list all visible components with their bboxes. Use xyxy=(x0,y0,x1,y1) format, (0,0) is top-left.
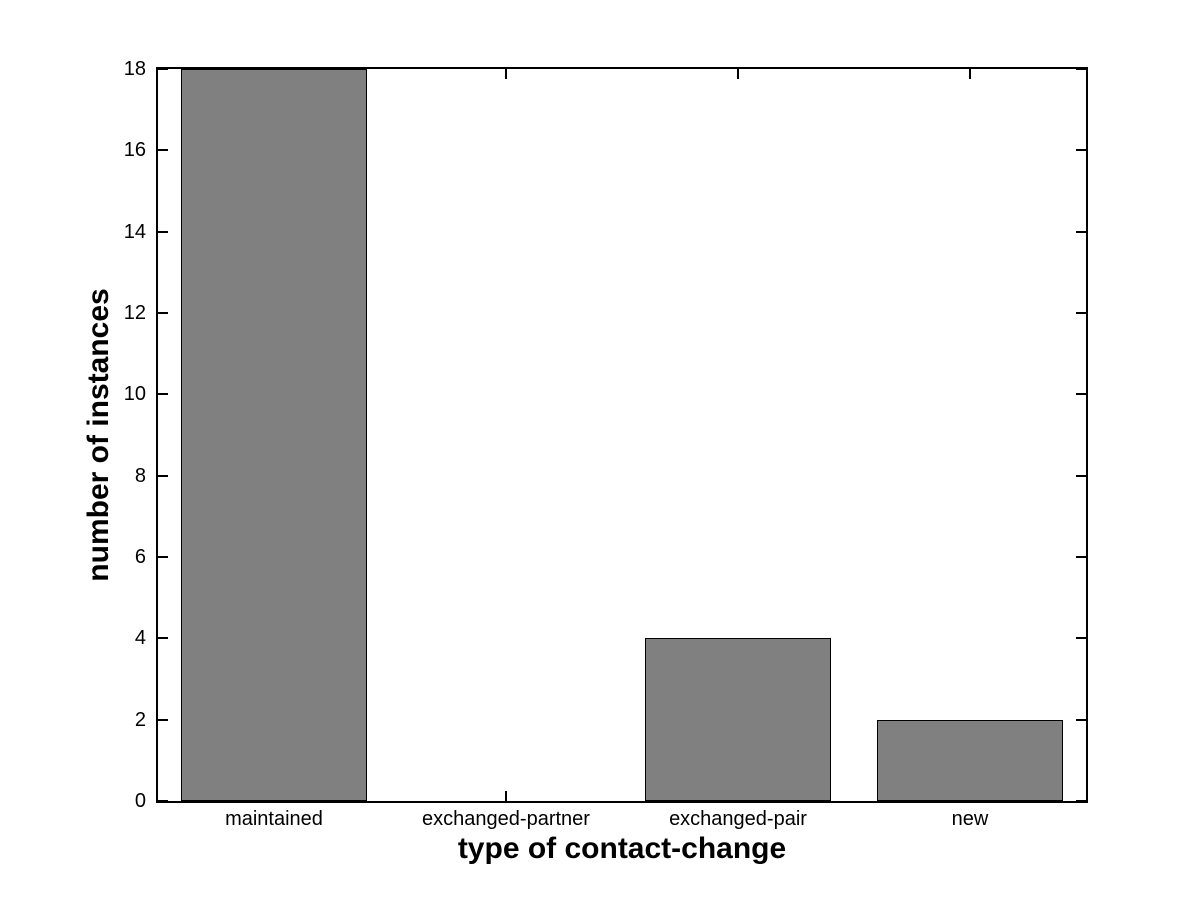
y-tick-mark-left xyxy=(158,556,168,558)
x-tick-label: exchanged-partner xyxy=(422,808,590,830)
y-tick-mark-left xyxy=(158,68,168,70)
y-tick-label: 4 xyxy=(134,627,146,650)
y-tick-label: 14 xyxy=(123,220,146,243)
y-tick-mark-right xyxy=(1076,312,1086,314)
y-tick-label: 10 xyxy=(123,383,146,406)
x-tick-label: new xyxy=(951,808,989,830)
y-axis-label: number of instances xyxy=(82,288,115,582)
y-tick-mark-right xyxy=(1076,474,1086,477)
y-tick-mark-left xyxy=(158,149,168,152)
bar-new xyxy=(877,719,1063,801)
y-tick-mark-right xyxy=(1076,556,1086,558)
y-tick-mark-left xyxy=(158,800,168,802)
y-tick-mark-right xyxy=(1076,393,1086,396)
y-tick-mark-left xyxy=(158,718,168,721)
y-tick-label: 6 xyxy=(134,546,146,568)
y-tick-mark-right xyxy=(1076,149,1086,152)
y-tick-mark-right xyxy=(1076,637,1086,640)
x-tick-label: exchanged-pair xyxy=(669,808,807,830)
x-tick-mark-top xyxy=(737,69,739,79)
x-tick-label: maintained xyxy=(225,808,323,830)
y-tick-mark-left xyxy=(158,230,168,233)
y-tick-label: 8 xyxy=(134,464,146,487)
y-tick-mark-right xyxy=(1076,230,1086,233)
y-tick-label: 2 xyxy=(134,708,146,731)
y-tick-mark-left xyxy=(158,393,168,396)
x-tick-mark-top xyxy=(969,69,971,79)
y-tick-mark-right xyxy=(1076,718,1086,721)
plot-area xyxy=(156,67,1088,803)
x-axis-label: type of contact-change xyxy=(457,832,787,865)
y-tick-mark-left xyxy=(158,474,168,477)
y-tick-label: 12 xyxy=(123,302,146,324)
y-tick-label: 18 xyxy=(123,58,146,80)
y-tick-mark-left xyxy=(158,637,168,640)
y-tick-mark-right xyxy=(1076,800,1086,802)
y-tick-mark-left xyxy=(158,312,168,314)
y-tick-label: 0 xyxy=(134,790,146,812)
x-tick-mark-bottom xyxy=(505,791,507,801)
x-tick-mark-top xyxy=(505,69,507,79)
bar-exchanged-pair xyxy=(645,638,831,801)
bar-maintained xyxy=(181,69,367,801)
y-tick-mark-right xyxy=(1076,68,1086,70)
y-tick-label: 16 xyxy=(123,139,146,162)
